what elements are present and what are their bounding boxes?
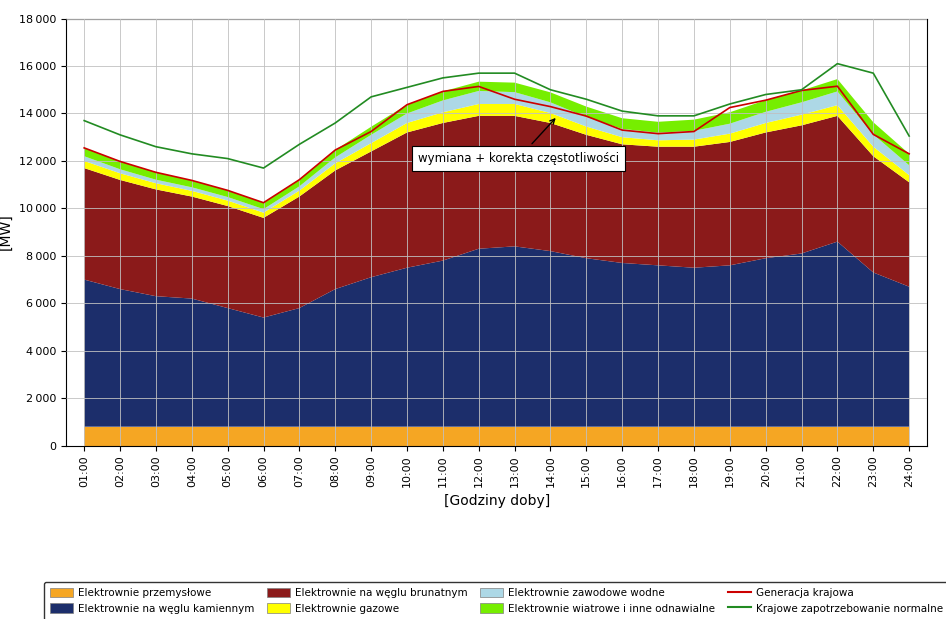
Y-axis label: [MW]: [MW] [0,214,12,251]
X-axis label: [Godziny doby]: [Godziny doby] [444,494,550,508]
Text: wymiana + korekta częstotliwości: wymiana + korekta częstotliwości [418,119,619,165]
Legend: Elektrownie przemysłowe, Elektrownie na węglu kamiennym, Elektrownie na węglu br: Elektrownie przemysłowe, Elektrownie na … [44,582,946,619]
